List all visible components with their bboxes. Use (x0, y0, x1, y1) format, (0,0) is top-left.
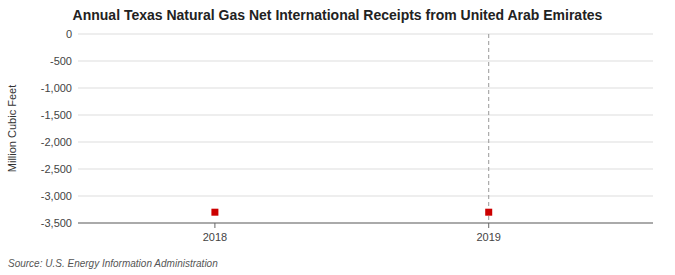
y-tick-label: 0 (66, 28, 72, 40)
x-tick (214, 223, 215, 228)
plot-area (211, 34, 492, 223)
y-tick-label: -2,500 (41, 163, 72, 175)
y-tick-label: -1,000 (41, 82, 72, 94)
point (485, 209, 492, 216)
y-tick-label: -1,500 (41, 109, 72, 121)
x-tick-label: 2019 (476, 231, 500, 243)
reference-line (488, 34, 489, 223)
y-tick-label: -2,000 (41, 136, 72, 148)
y-tick-label: -500 (50, 55, 72, 67)
x-tick (488, 223, 489, 228)
x-axis-line (78, 223, 653, 224)
y-axis-label: Million Cubic Feet (6, 85, 18, 172)
grid-line (78, 169, 653, 170)
x-tick-label: 2018 (203, 231, 227, 243)
source-note: Source: U.S. Energy Information Administ… (8, 258, 218, 269)
grid-line (78, 196, 653, 197)
grid-line (78, 61, 653, 62)
grid-line (78, 223, 653, 224)
grid-line (78, 88, 653, 89)
grid-line (78, 34, 653, 35)
y-tick-label: -3,500 (41, 217, 72, 229)
point (211, 209, 218, 216)
title: Annual Texas Natural Gas Net Internation… (73, 7, 603, 23)
chart: Annual Texas Natural Gas Net Internation… (0, 0, 675, 275)
y-tick-label: -3,000 (41, 190, 72, 202)
grid-line (78, 142, 653, 143)
grid-line (78, 115, 653, 116)
